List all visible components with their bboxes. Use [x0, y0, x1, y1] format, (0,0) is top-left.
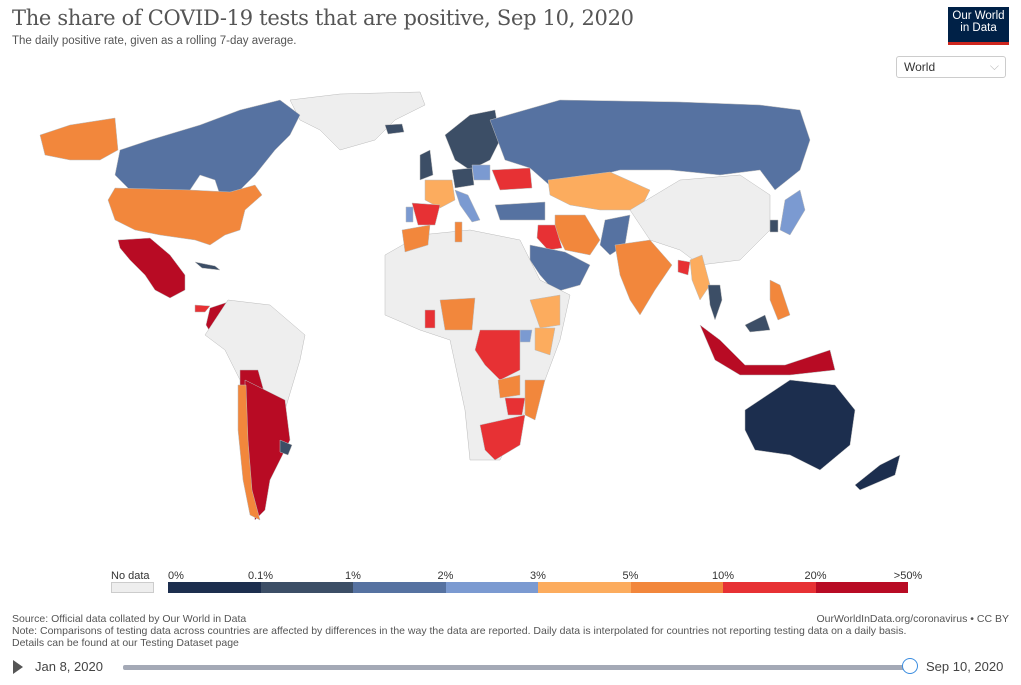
country-thailand[interactable]	[707, 284, 723, 321]
country-chile[interactable]	[237, 384, 261, 521]
legend-bin[interactable]	[815, 582, 908, 593]
country-mexico[interactable]	[117, 237, 186, 299]
region-selector[interactable]: World ⌵	[896, 56, 1006, 78]
source-note: Source: Official data collated by Our Wo…	[12, 613, 247, 625]
country-india[interactable]	[614, 239, 673, 316]
chart-title: The share of COVID-19 tests that are pos…	[12, 6, 634, 30]
country-morocco[interactable]	[401, 224, 431, 253]
country-malaysia[interactable]	[744, 314, 771, 333]
country-uganda[interactable]	[519, 329, 533, 343]
legend-bin[interactable]	[353, 582, 446, 593]
country-indonesia[interactable]	[699, 324, 836, 376]
country-france[interactable]	[424, 179, 456, 209]
timeline-end-label: Sep 10, 2020	[926, 659, 1004, 674]
country-iran[interactable]	[554, 214, 601, 256]
country-kazakhstan[interactable]	[547, 171, 651, 211]
country-kenya[interactable]	[534, 327, 556, 356]
country-south-africa[interactable]	[479, 414, 526, 461]
timeline: Jan 8, 2020 Sep 10, 2020	[0, 656, 1021, 682]
legend-tick-label: 5%	[622, 570, 639, 582]
legend-no-data-label: No data	[111, 570, 150, 582]
country-germany[interactable]	[451, 167, 475, 189]
country-italy[interactable]	[454, 189, 481, 223]
legend-bin[interactable]	[630, 582, 723, 593]
country-turkey[interactable]	[494, 201, 546, 221]
legend-bin[interactable]	[260, 582, 353, 593]
country-saudi-arabia[interactable]	[529, 244, 591, 293]
country-cuba[interactable]	[194, 261, 221, 271]
legend-tick-label: >50%	[893, 570, 923, 582]
country-japan[interactable]	[779, 189, 806, 236]
country-poland[interactable]	[471, 164, 491, 181]
country-new-zealand[interactable]	[854, 454, 901, 491]
country-australia[interactable]	[744, 379, 856, 471]
footnote: Note: Comparisons of testing data across…	[12, 625, 907, 637]
chart-subtitle: The daily positive rate, given as a roll…	[12, 35, 297, 47]
legend-tick-label: 2%	[437, 570, 454, 582]
legend-tick-label: 10%	[711, 570, 735, 582]
play-icon[interactable]	[13, 660, 23, 674]
legend-bin[interactable]	[445, 582, 538, 593]
legend-bin[interactable]	[538, 582, 631, 593]
logo-line-1: Our World	[952, 10, 1005, 22]
country-zambia[interactable]	[497, 374, 521, 399]
logo-line-2: in Data	[960, 22, 997, 34]
country-panama[interactable]	[194, 304, 211, 313]
country-ghana[interactable]	[424, 309, 436, 329]
country-alaska[interactable]	[39, 117, 119, 161]
legend-tick-label: 3%	[530, 570, 546, 582]
chevron-down-icon: ⌵	[989, 59, 999, 73]
owid-logo[interactable]: Our World in Data	[948, 7, 1009, 45]
country-uruguay[interactable]	[279, 439, 293, 456]
timeline-handle[interactable]	[902, 658, 918, 674]
country-iceland[interactable]	[384, 123, 405, 135]
country-china[interactable]	[629, 174, 771, 266]
country-philippines[interactable]	[769, 279, 791, 321]
timeline-start-label: Jan 8, 2020	[35, 659, 103, 674]
world-map	[39, 91, 901, 521]
legend-no-data-swatch	[111, 582, 154, 593]
country-tunisia[interactable]	[454, 221, 463, 243]
region-selector-value: World	[904, 60, 936, 74]
country-norway-sweden-finland[interactable]	[444, 109, 501, 171]
country-ukraine[interactable]	[491, 167, 533, 191]
legend-tick-label: 0%	[168, 570, 184, 582]
details-link[interactable]: Details can be found at our Testing Data…	[12, 637, 239, 649]
country-united-kingdom[interactable]	[419, 149, 434, 181]
legend-tick-label: 1%	[345, 570, 361, 582]
timeline-track[interactable]	[123, 665, 910, 670]
country-iraq[interactable]	[536, 224, 563, 251]
legend-bin[interactable]	[168, 582, 261, 593]
country-spain[interactable]	[411, 202, 441, 226]
country-ethiopia[interactable]	[529, 294, 561, 329]
country-portugal[interactable]	[405, 206, 414, 223]
country-myanmar[interactable]	[689, 254, 711, 301]
legend-bin[interactable]	[723, 582, 816, 593]
country-russia[interactable]	[489, 99, 811, 191]
legend-tick-label: 0.1%	[247, 570, 274, 582]
country-nigeria[interactable]	[439, 297, 476, 331]
country-bangladesh[interactable]	[677, 259, 691, 276]
country-greenland[interactable]	[289, 91, 426, 151]
country-mozambique[interactable]	[524, 379, 546, 421]
country-south-korea[interactable]	[769, 219, 779, 233]
country-canada[interactable]	[114, 99, 301, 196]
country-zimbabwe[interactable]	[504, 397, 526, 416]
credit-link[interactable]: OurWorldInData.org/coronavirus • CC BY	[816, 613, 1009, 625]
legend-tick-label: 20%	[804, 570, 827, 582]
country-united-states[interactable]	[107, 184, 263, 246]
